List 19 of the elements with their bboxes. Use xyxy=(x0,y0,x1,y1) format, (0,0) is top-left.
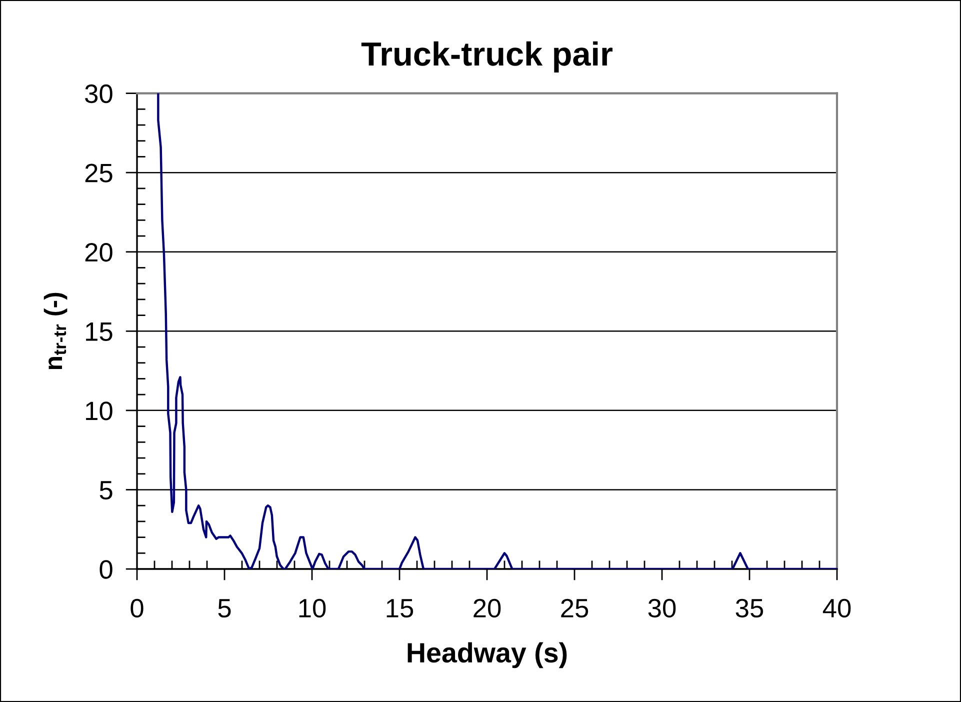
x-axis-title: Headway (s) xyxy=(408,642,567,668)
x-tick-label: 30 xyxy=(648,598,676,618)
x-tick-label: 0 xyxy=(130,598,144,618)
chart-title: Truck-truck pair xyxy=(361,41,612,72)
y-axis-title: n$_{tr-tr}$ (-) xyxy=(44,292,68,370)
y-tick-label: 0 xyxy=(100,560,112,579)
x-tick-label: 20 xyxy=(474,598,501,618)
y-tick-label: 25 xyxy=(85,164,112,182)
y-tick-label: 30 xyxy=(85,84,112,104)
x-tick-label: 5 xyxy=(218,599,231,618)
x-tick-label: 35 xyxy=(736,598,764,618)
y-tick-label: 5 xyxy=(100,481,112,500)
x-tick-label: 15 xyxy=(386,599,414,618)
x-tick-label: 10 xyxy=(299,598,326,618)
y-tick-label: 20 xyxy=(85,243,112,262)
y-tick-label: 10 xyxy=(86,402,112,420)
y-tick-label: 15 xyxy=(86,322,112,341)
x-tick-label: 25 xyxy=(561,598,588,618)
x-tick-label: 40 xyxy=(822,598,851,618)
